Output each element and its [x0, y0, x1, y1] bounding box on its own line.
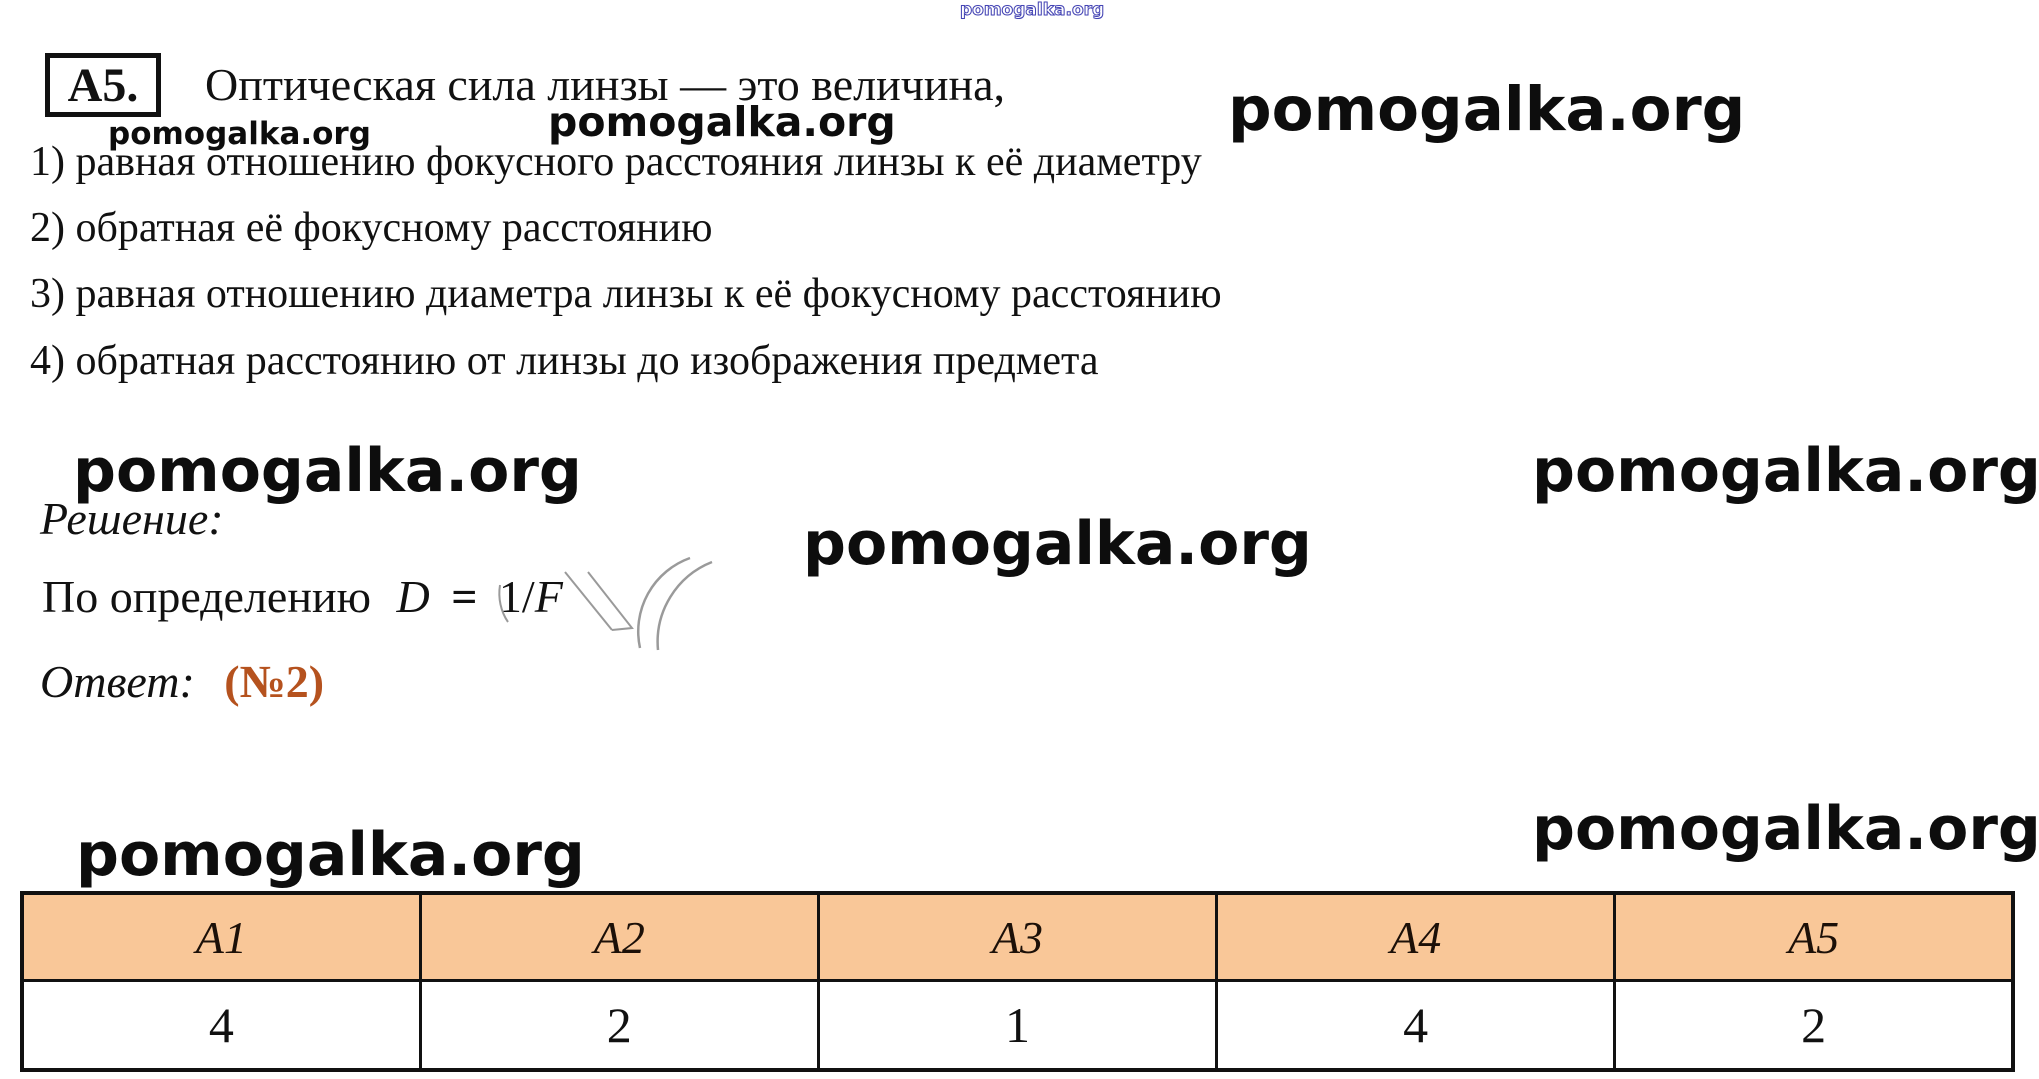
watermark-outline: pomogalka.org [959, 0, 1105, 20]
formula-equals: = [451, 571, 478, 622]
solution-formula-line: По определению D = 1/F [42, 570, 563, 623]
value-cell-a5: 2 [1613, 979, 2015, 1072]
answers-table-value-row: 4 2 1 4 2 [20, 979, 2015, 1072]
watermark: pomogalka.org [1228, 74, 1746, 145]
header-cell-a2: А2 [418, 891, 820, 982]
value-cell-a4: 4 [1215, 979, 1617, 1072]
formula-variable-f: F [534, 571, 563, 622]
option-1: 1) равная отношению фокусного расстояния… [30, 139, 1202, 185]
header-cell-a1: А1 [20, 891, 422, 982]
value-cell-a3: 1 [816, 979, 1219, 1072]
solution-prefix: По определению [42, 571, 371, 622]
task-number-box: А5. [45, 53, 161, 117]
header-cell-a5: А5 [1613, 891, 2015, 982]
watermark: pomogalka.org [1532, 436, 2039, 506]
value-cell-a1: 4 [20, 979, 422, 1072]
watermark: pomogalka.org [548, 98, 896, 146]
solution-heading: Решение: [40, 493, 224, 544]
answers-table: А1 А2 А3 А4 А5 4 2 1 4 2 [20, 891, 2015, 1072]
answers-table-header-row: А1 А2 А3 А4 А5 [20, 891, 2015, 982]
question-text: Оптическая сила линзы — это величина, [205, 59, 1006, 110]
formula-slash: / [521, 571, 535, 622]
watermark: pomogalka.org [803, 509, 1312, 579]
answer-line: Ответ: (№2) [40, 655, 324, 708]
header-cell-a3: А3 [816, 891, 1219, 982]
value-cell-a2: 2 [418, 979, 820, 1072]
formula-numerator: 1 [498, 571, 522, 622]
watermark: pomogalka.org [73, 436, 582, 506]
formula-variable-d: D [396, 571, 430, 622]
watermark: pomogalka.org [76, 820, 585, 890]
header-cell-a4: А4 [1215, 891, 1617, 982]
watermark: pomogalka.org [1532, 794, 2039, 864]
answer-value: (№2) [224, 656, 325, 707]
option-3: 3) равная отношению диаметра линзы к её … [30, 271, 1222, 317]
option-4: 4) обратная расстоянию от линзы до изобр… [30, 338, 1099, 384]
watermark: pomogalka.org [108, 116, 371, 152]
answer-label: Ответ: [40, 656, 195, 707]
option-2: 2) обратная её фокусному расстоянию [30, 205, 713, 251]
